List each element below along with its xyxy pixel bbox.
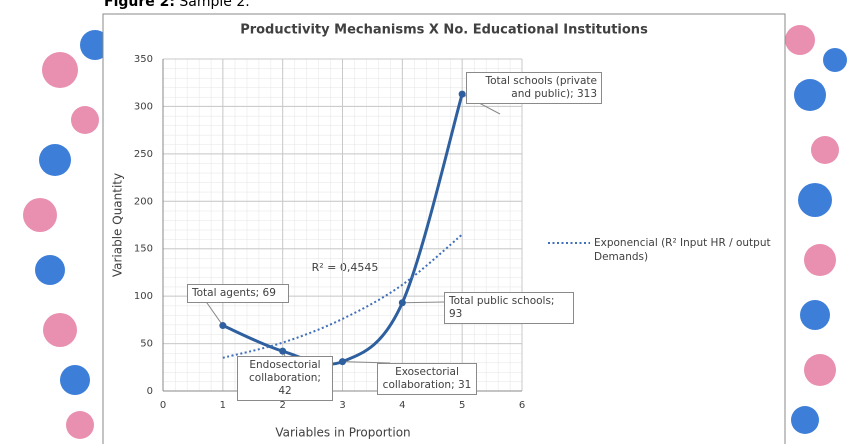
x-tick-label: 3 bbox=[339, 400, 345, 411]
data-label: Total public schools; 93 bbox=[444, 292, 574, 324]
data-point bbox=[339, 358, 346, 365]
y-tick-label: 50 bbox=[140, 339, 153, 350]
data-label: Endosectorial collaboration; 42 bbox=[237, 356, 333, 401]
y-tick-label: 250 bbox=[134, 149, 153, 160]
x-tick-label: 2 bbox=[279, 400, 285, 411]
y-tick-label: 100 bbox=[134, 291, 153, 302]
caption-text: Sample 2. bbox=[179, 0, 249, 10]
y-tick-label: 200 bbox=[134, 196, 153, 207]
data-point bbox=[459, 91, 466, 98]
x-tick-label: 1 bbox=[220, 400, 226, 411]
y-axis-label: Variable Quantity bbox=[111, 173, 125, 277]
x-tick-label: 5 bbox=[459, 400, 465, 411]
x-tick-label: 4 bbox=[399, 400, 405, 411]
x-tick-label: 6 bbox=[519, 400, 525, 411]
chart-title: Productivity Mechanisms X No. Educationa… bbox=[240, 23, 648, 38]
data-point bbox=[399, 299, 406, 306]
y-tick-label: 300 bbox=[134, 101, 153, 112]
data-point bbox=[279, 348, 286, 355]
caption: Figure 2: Sample 2. bbox=[104, 0, 250, 10]
data-point bbox=[219, 322, 226, 329]
data-label: Total agents; 69 bbox=[187, 284, 289, 303]
x-axis-label: Variables in Proportion bbox=[275, 426, 410, 440]
y-tick-label: 0 bbox=[147, 386, 153, 397]
page: Productivity Mechanisms X No. Educationa… bbox=[0, 0, 854, 444]
x-tick-label: 0 bbox=[160, 400, 166, 411]
y-tick-label: 350 bbox=[134, 54, 153, 65]
annotation: R² = 0,4545 bbox=[312, 261, 379, 274]
caption-label: Figure 2: bbox=[104, 0, 175, 10]
y-tick-label: 150 bbox=[134, 244, 153, 255]
legend-label: Exponencial (R² Input HR / output Demand… bbox=[594, 236, 779, 264]
data-label: Exosectorial collaboration; 31 bbox=[377, 363, 477, 395]
data-label: Total schools (private and public); 313 bbox=[466, 72, 602, 104]
